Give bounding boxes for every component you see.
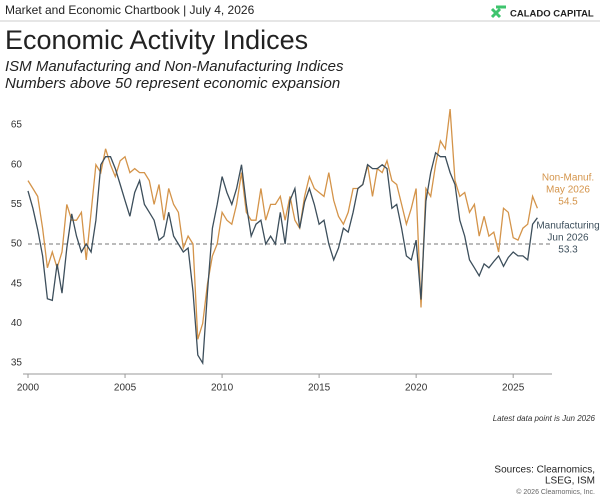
- end-label: May 2026: [546, 185, 590, 196]
- end-label: 53.3: [558, 245, 578, 256]
- subtitle: ISM Manufacturing and Non-Manufacturing …: [5, 58, 344, 75]
- y-tick-label: 50: [11, 239, 23, 250]
- sources: LSEG, ISM: [545, 476, 595, 487]
- y-tick-label: 35: [11, 358, 23, 369]
- series-line: [27, 109, 539, 340]
- y-tick-label: 40: [11, 318, 23, 329]
- sources: Sources: Clearnomics,: [494, 465, 595, 476]
- y-tick-label: 65: [11, 120, 23, 131]
- x-tick-label: 2005: [114, 383, 137, 394]
- x-tick-label: 2010: [211, 383, 234, 394]
- series-line: [27, 151, 538, 366]
- x-tick-label: 2020: [405, 383, 428, 394]
- logo: CALADO CAPITAL: [490, 5, 594, 20]
- y-tick-label: 60: [11, 159, 23, 170]
- x-tick-label: 2025: [502, 383, 525, 394]
- header: Market and Economic Chartbook | July 4, …: [5, 3, 255, 17]
- end-label: Non-Manuf.: [542, 173, 594, 184]
- logo-text: CALADO CAPITAL: [510, 9, 594, 20]
- subtitle: Numbers above 50 represent economic expa…: [5, 75, 340, 92]
- y-tick-label: 55: [11, 199, 23, 210]
- x-tick-label: 2000: [17, 383, 40, 394]
- copyright: © 2026 Clearnomics, Inc.: [516, 488, 595, 496]
- end-label: 54.5: [558, 197, 578, 208]
- end-label: Jun 2026: [547, 233, 589, 244]
- x-tick-label: 2015: [308, 383, 331, 394]
- note: Latest data point is Jun 2026: [493, 414, 596, 423]
- end-label: Manufacturing: [536, 221, 599, 232]
- y-tick-label: 45: [11, 278, 23, 289]
- chart-title: Economic Activity Indices: [5, 25, 308, 55]
